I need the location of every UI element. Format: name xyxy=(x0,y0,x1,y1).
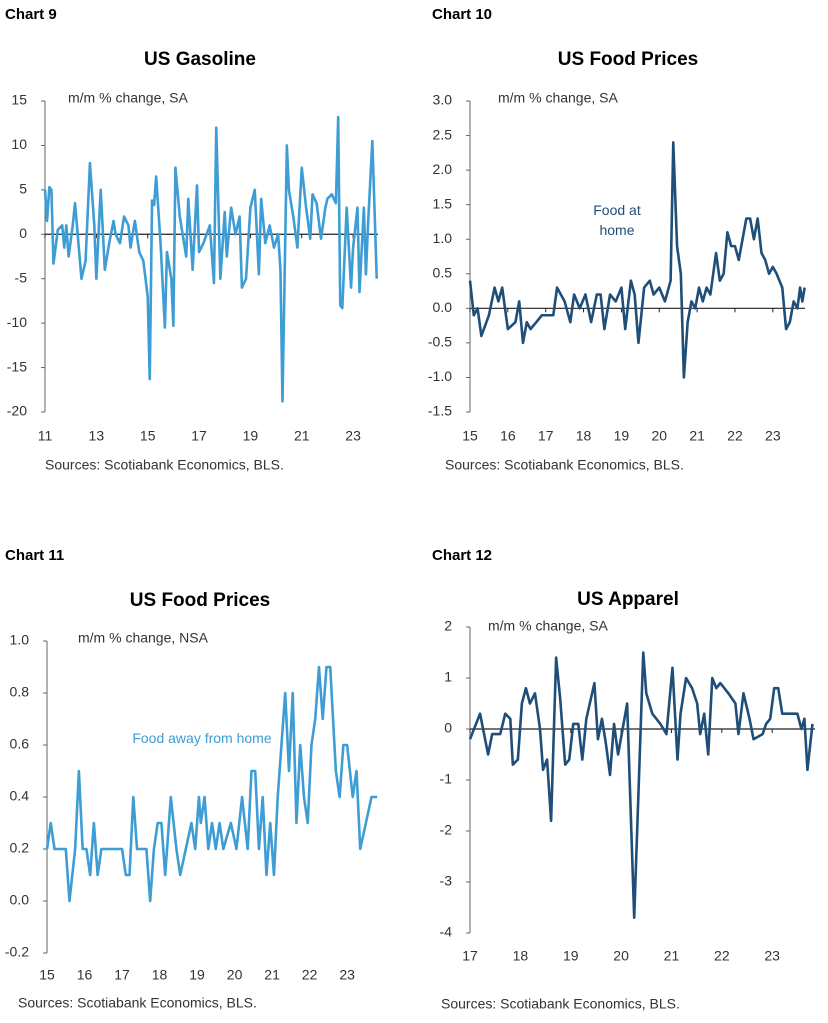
x-tick-label: 18 xyxy=(576,428,592,444)
x-tick-label: 21 xyxy=(264,967,280,983)
x-tick-label: 23 xyxy=(764,948,780,964)
x-tick-label: 15 xyxy=(462,428,478,444)
x-tick-label: 18 xyxy=(513,948,529,964)
chart-label: Chart 9 xyxy=(5,6,57,23)
chart-title: US Food Prices xyxy=(130,590,270,611)
series-line xyxy=(468,141,806,379)
x-tick-label: 17 xyxy=(114,967,130,983)
subtitle: m/m % change, SA xyxy=(68,90,188,106)
chart-title: US Gasoline xyxy=(144,49,256,70)
x-tick-label: 18 xyxy=(152,967,168,983)
x-tick-label: 19 xyxy=(189,967,205,983)
y-tick-label: 0.0 xyxy=(10,892,30,908)
x-tick-label: 22 xyxy=(727,428,743,444)
chart-label: Chart 11 xyxy=(5,547,64,564)
series-line xyxy=(43,115,379,403)
y-tick-label: 15 xyxy=(11,92,27,108)
source: Sources: Scotiabank Economics, BLS. xyxy=(18,995,257,1011)
y-tick-label: 1.0 xyxy=(10,632,30,648)
x-tick-label: 22 xyxy=(302,967,318,983)
series-line xyxy=(45,665,378,903)
x-tick-label: 19 xyxy=(563,948,579,964)
subtitle: m/m % change, NSA xyxy=(78,630,209,646)
x-tick-label: 16 xyxy=(500,428,516,444)
source: Sources: Scotiabank Economics, BLS. xyxy=(441,996,680,1012)
y-tick-label: 2.0 xyxy=(433,161,453,177)
y-tick-label: -20 xyxy=(7,403,27,419)
y-tick-label: 5 xyxy=(19,181,27,197)
x-tick-label: 21 xyxy=(689,428,705,444)
y-tick-label: 0.4 xyxy=(10,788,30,804)
x-tick-label: 20 xyxy=(227,967,243,983)
x-tick-label: 19 xyxy=(614,428,630,444)
subtitle: m/m % change, SA xyxy=(488,618,608,634)
x-tick-label: 17 xyxy=(538,428,554,444)
y-tick-label: -0.2 xyxy=(5,944,29,960)
y-tick-label: 10 xyxy=(11,136,27,152)
x-tick-label: 23 xyxy=(765,428,781,444)
x-tick-label: 17 xyxy=(462,948,478,964)
x-tick-label: 20 xyxy=(651,428,667,444)
x-tick-label: 21 xyxy=(664,948,680,964)
y-tick-label: 0.0 xyxy=(433,299,453,315)
y-tick-label: 2.5 xyxy=(433,126,453,142)
y-tick-label: -10 xyxy=(7,314,27,330)
x-tick-label: 23 xyxy=(345,428,361,444)
series-line xyxy=(468,651,814,919)
y-tick-label: 2 xyxy=(444,618,452,634)
x-tick-label: 15 xyxy=(140,428,156,444)
x-tick-label: 20 xyxy=(613,948,629,964)
y-tick-label: 3.0 xyxy=(433,92,453,108)
y-tick-label: -5 xyxy=(15,269,28,285)
y-tick-label: -1.0 xyxy=(428,368,452,384)
y-tick-label: -1.5 xyxy=(428,403,452,419)
y-tick-label: -3 xyxy=(440,873,453,889)
x-tick-label: 23 xyxy=(339,967,355,983)
annotation: Food away from home xyxy=(132,730,272,746)
source: Sources: Scotiabank Economics, BLS. xyxy=(445,457,684,473)
chart-label: Chart 12 xyxy=(432,547,492,564)
x-tick-label: 19 xyxy=(243,428,259,444)
y-tick-label: 0 xyxy=(19,225,27,241)
y-tick-label: 1.0 xyxy=(433,230,453,246)
y-tick-label: 1.5 xyxy=(433,195,453,211)
y-tick-label: -0.5 xyxy=(428,334,452,350)
y-tick-label: 0.8 xyxy=(10,684,30,700)
y-tick-label: -4 xyxy=(440,924,453,940)
x-tick-label: 11 xyxy=(38,428,53,444)
subtitle: m/m % change, SA xyxy=(498,90,618,106)
y-tick-label: 0 xyxy=(444,720,452,736)
y-tick-label: -15 xyxy=(7,358,27,374)
y-tick-label: -1 xyxy=(440,771,453,787)
y-tick-label: 1 xyxy=(444,669,452,685)
source: Sources: Scotiabank Economics, BLS. xyxy=(45,457,284,473)
chart-title: US Apparel xyxy=(577,589,679,610)
x-tick-label: 22 xyxy=(714,948,730,964)
x-tick-label: 15 xyxy=(39,967,55,983)
x-tick-label: 17 xyxy=(191,428,207,444)
x-tick-label: 13 xyxy=(89,428,105,444)
x-tick-label: 21 xyxy=(294,428,310,444)
x-tick-label: 16 xyxy=(77,967,93,983)
y-tick-label: 0.5 xyxy=(433,264,453,280)
y-tick-label: 0.2 xyxy=(10,840,30,856)
chart-title: US Food Prices xyxy=(558,49,698,70)
chart-label: Chart 10 xyxy=(432,6,492,23)
annotation: Food at home xyxy=(593,202,641,238)
y-tick-label: -2 xyxy=(440,822,453,838)
y-tick-label: 0.6 xyxy=(10,736,30,752)
